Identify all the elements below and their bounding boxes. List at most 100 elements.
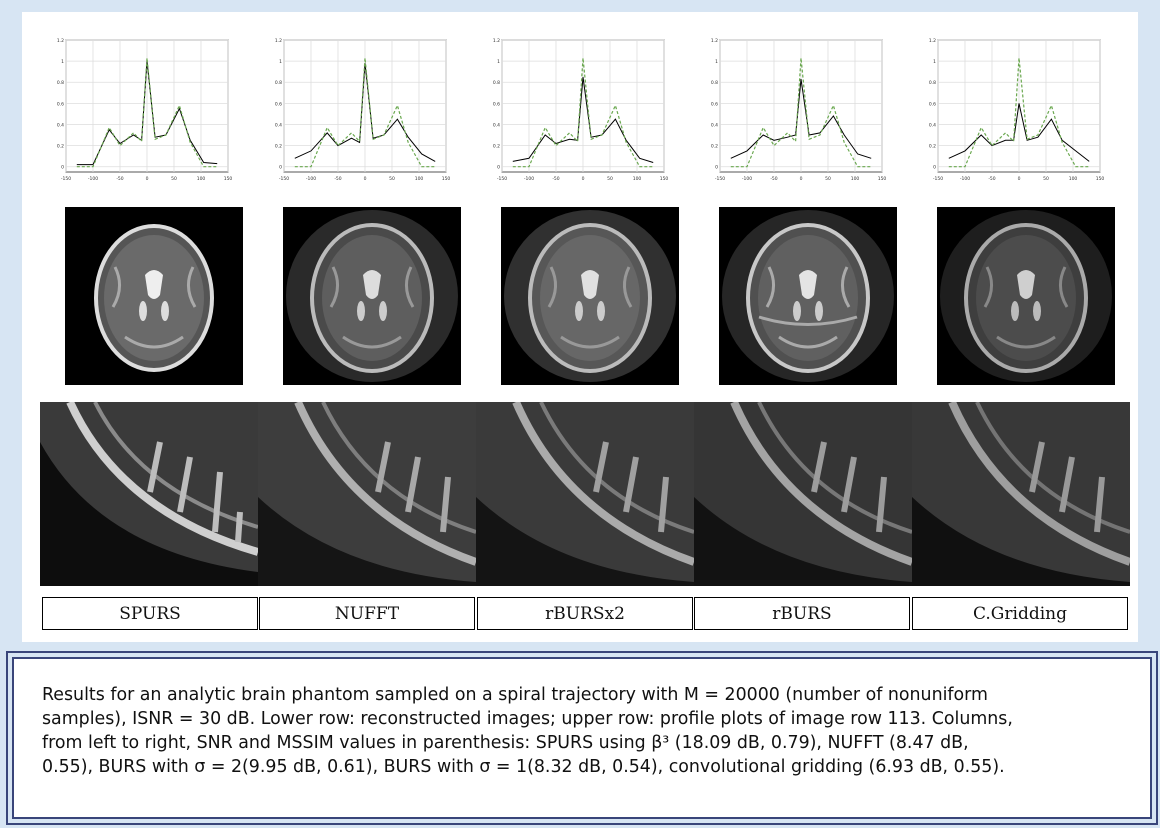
- x-tick-label: -150: [279, 176, 289, 182]
- x-tick-label: -100: [524, 176, 534, 182]
- y-tick-label: 0.8: [929, 80, 936, 86]
- y-tick-label: 0.4: [57, 122, 64, 128]
- y-tick-label: 0.4: [275, 122, 282, 128]
- x-tick-label: 0: [800, 176, 803, 182]
- brain-image-nufft: [283, 207, 461, 385]
- profile-line-reference: [512, 57, 654, 168]
- profile-plot-gridding: 0 0.2 0.4 0.6 0.8 1 1.2 -150 -100 -50 0 50 100 150: [924, 34, 1106, 186]
- x-tick-label: 50: [825, 176, 831, 182]
- profile-line-reference: [294, 57, 436, 168]
- x-tick-label: 150: [660, 176, 669, 182]
- y-tick-label: 1.2: [711, 38, 718, 44]
- y-tick-label: 1.2: [929, 38, 936, 44]
- y-tick-label: 1: [933, 59, 936, 65]
- x-tick-label: 150: [224, 176, 233, 182]
- x-tick-label: -50: [988, 176, 995, 182]
- profile-line-reconstructed: [730, 79, 872, 159]
- x-tick-label: 100: [415, 176, 424, 182]
- y-tick-label: 0.8: [711, 80, 718, 86]
- zoom-crop-nufft: [258, 402, 476, 586]
- x-tick-label: -50: [116, 176, 123, 182]
- y-tick-label: 0.2: [57, 144, 64, 150]
- y-tick-label: 0.8: [275, 80, 282, 86]
- y-tick-label: 1: [715, 59, 718, 65]
- y-tick-label: 1.2: [493, 38, 500, 44]
- x-tick-label: 100: [633, 176, 642, 182]
- y-tick-label: 0: [61, 165, 64, 171]
- y-tick-label: 0.6: [275, 101, 282, 107]
- y-tick-label: 0.6: [929, 101, 936, 107]
- x-tick-label: 150: [1096, 176, 1105, 182]
- y-tick-label: 0.4: [493, 122, 500, 128]
- x-tick-label: 50: [1043, 176, 1049, 182]
- x-tick-label: 100: [197, 176, 206, 182]
- x-tick-label: 0: [1018, 176, 1021, 182]
- y-tick-label: 1: [61, 59, 64, 65]
- y-tick-label: 1: [279, 59, 282, 65]
- y-tick-label: 0.2: [711, 144, 718, 150]
- y-tick-label: 0: [279, 165, 282, 171]
- x-tick-label: 150: [878, 176, 887, 182]
- brain-image-rbursx2: [501, 207, 679, 385]
- profile-plot-svg: 0 0.2 0.4 0.6 0.8 1 1.2 -150 -100 -50 0 50 100 150: [711, 38, 887, 182]
- x-tick-label: 100: [1069, 176, 1078, 182]
- x-tick-label: 100: [851, 176, 860, 182]
- figure-caption: Results for an analytic brain phantom sa…: [12, 657, 1152, 819]
- x-tick-label: 50: [171, 176, 177, 182]
- y-tick-label: 0.2: [275, 144, 282, 150]
- profile-line-reference: [730, 57, 872, 168]
- profile-line-reconstructed: [294, 63, 436, 162]
- method-label-rbursx2: rBURSx2: [477, 597, 693, 630]
- y-tick-label: 0.2: [929, 144, 936, 150]
- profile-plot-rbursx2: 0 0.2 0.4 0.6 0.8 1 1.2 -150 -100 -50 0 50 100 150: [488, 34, 670, 186]
- x-tick-label: -150: [715, 176, 725, 182]
- brain-image-gridding: [937, 207, 1115, 385]
- x-tick-label: 0: [364, 176, 367, 182]
- x-tick-label: 50: [389, 176, 395, 182]
- x-tick-label: -50: [552, 176, 559, 182]
- method-label-gridding: C.Gridding: [912, 597, 1128, 630]
- zoom-crop-rbursx2: [476, 402, 694, 586]
- y-tick-label: 0: [497, 165, 500, 171]
- x-tick-label: -100: [960, 176, 970, 182]
- method-label-spurs: SPURS: [42, 597, 258, 630]
- y-tick-label: 0.8: [493, 80, 500, 86]
- brain-image-spurs: [65, 207, 243, 385]
- y-tick-label: 1.2: [275, 38, 282, 44]
- y-tick-label: 1.2: [57, 38, 64, 44]
- x-tick-label: 0: [582, 176, 585, 182]
- caption-frame: Results for an analytic brain phantom sa…: [6, 651, 1158, 825]
- y-tick-label: 0.2: [493, 144, 500, 150]
- y-tick-label: 0.4: [711, 122, 718, 128]
- profile-plot-svg: 0 0.2 0.4 0.6 0.8 1 1.2 -150 -100 -50 0 50 100 150: [275, 38, 451, 182]
- y-tick-label: 0: [715, 165, 718, 171]
- zoom-crop-rburs: [694, 402, 912, 586]
- caption-line: Results for an analytic brain phantom sa…: [42, 685, 988, 705]
- y-tick-label: 0: [933, 165, 936, 171]
- profile-plot-svg: 0 0.2 0.4 0.6 0.8 1 1.2 -150 -100 -50 0 50 100 150: [493, 38, 669, 182]
- y-tick-label: 1: [497, 59, 500, 65]
- x-tick-label: -150: [497, 176, 507, 182]
- method-label-nufft: NUFFT: [259, 597, 475, 630]
- profile-plot-rburs: 0 0.2 0.4 0.6 0.8 1 1.2 -150 -100 -50 0 50 100 150: [706, 34, 888, 186]
- y-tick-label: 0.6: [57, 101, 64, 107]
- caption-line: 0.55), BURS with σ = 2(9.95 dB, 0.61), B…: [42, 757, 1005, 777]
- x-tick-label: -150: [933, 176, 943, 182]
- profile-plot-spurs: 0 0.2 0.4 0.6 0.8 1 1.2 -150 -100 -50 0 50 100 150: [52, 34, 234, 186]
- x-tick-label: -150: [61, 176, 71, 182]
- y-tick-label: 0.6: [711, 101, 718, 107]
- profile-plot-svg: 0 0.2 0.4 0.6 0.8 1 1.2 -150 -100 -50 0 50 100 150: [929, 38, 1105, 182]
- x-tick-label: -100: [306, 176, 316, 182]
- x-tick-label: -100: [742, 176, 752, 182]
- y-tick-label: 0.6: [493, 101, 500, 107]
- profile-line-reference: [948, 57, 1090, 168]
- x-tick-label: -50: [770, 176, 777, 182]
- x-tick-label: -50: [334, 176, 341, 182]
- profile-plot-svg: 0 0.2 0.4 0.6 0.8 1 1.2 -150 -100 -50 0 50 100 150: [57, 38, 233, 182]
- caption-line: samples), ISNR = 30 dB. Lower row: recon…: [42, 709, 1013, 729]
- profile-line-reference: [76, 57, 218, 168]
- x-tick-label: 50: [607, 176, 613, 182]
- zoom-crop-gridding: [912, 402, 1130, 586]
- x-tick-label: -100: [88, 176, 98, 182]
